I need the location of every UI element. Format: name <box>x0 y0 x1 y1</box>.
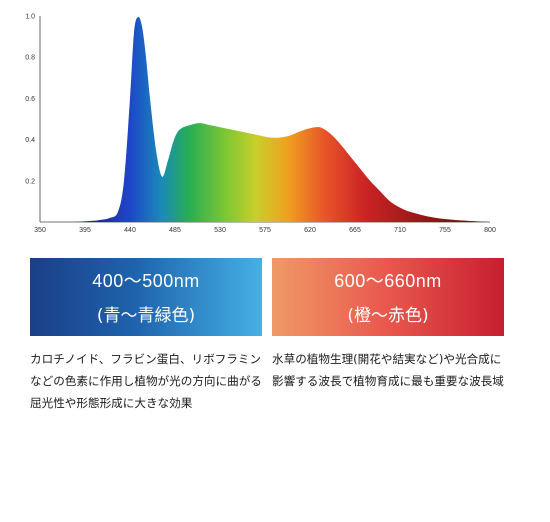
y-tick-label: 0.6 <box>25 96 35 103</box>
blue-band-box: 400～500nm (青～青緑色) <box>30 258 262 336</box>
x-tick-label: 800 <box>484 227 496 234</box>
y-tick-label: 1.0 <box>25 14 35 21</box>
y-tick-label: 0.4 <box>25 137 35 144</box>
y-tick-labels: 0.2 0.4 0.6 0.8 1.0 <box>25 14 35 186</box>
x-tick-label: 440 <box>124 227 136 234</box>
x-tick-label: 620 <box>304 227 316 234</box>
red-band-range: 600～660nm <box>334 271 442 291</box>
y-tick-label: 0.8 <box>25 55 35 62</box>
x-tick-label: 485 <box>169 227 181 234</box>
x-tick-label: 665 <box>349 227 361 234</box>
x-tick-label: 575 <box>259 227 271 234</box>
red-band-name: (橙～赤色) <box>347 306 429 326</box>
x-tick-label: 350 <box>34 227 46 234</box>
blue-band-name: (青～青緑色) <box>96 306 196 326</box>
x-tick-label: 710 <box>394 227 406 234</box>
red-band-description: 水草の植物生理(開花や結実など)や光合成に影響する波長で植物育成に最も重要な波長… <box>272 352 504 388</box>
blue-band-range: 400～500nm <box>92 271 200 291</box>
x-tick-label: 395 <box>79 227 91 234</box>
spectrum-chart: 350 395 440 485 530 575 620 665 710 755 800 0.2 0.4… <box>25 14 496 235</box>
red-band-box: 600～660nm (橙～赤色) <box>272 258 504 336</box>
blue-band-description: カロチノイド、フラビン蛋白、リボフラミンなどの色素に作用し植物が光の方向に曲がる… <box>30 352 262 410</box>
x-tick-labels: 350 395 440 485 530 575 620 665 710 755 800 <box>34 227 496 234</box>
x-tick-label: 755 <box>439 227 451 234</box>
x-tick-label: 530 <box>214 227 226 234</box>
y-tick-label: 0.2 <box>25 178 35 185</box>
spectrum-area <box>40 16 490 222</box>
